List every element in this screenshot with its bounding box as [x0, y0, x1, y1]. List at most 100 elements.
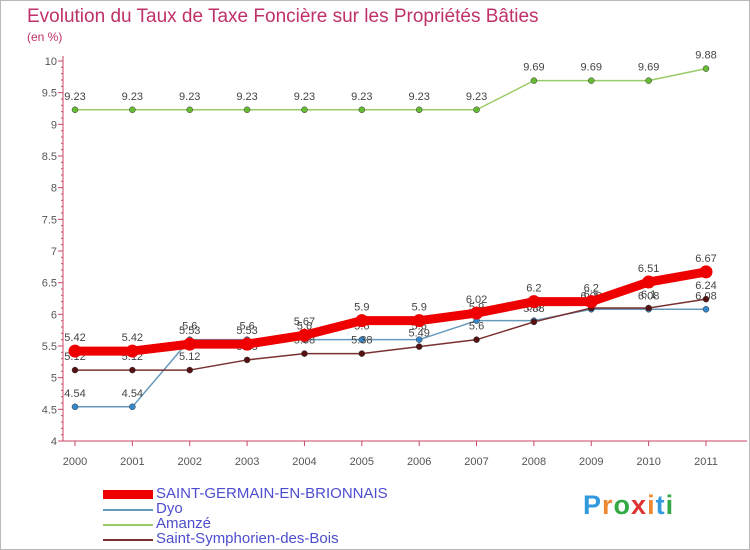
- data-point: [473, 106, 480, 114]
- data-point: [125, 344, 139, 358]
- legend-swatch: [103, 524, 153, 526]
- data-point: [702, 295, 710, 303]
- data-point: [588, 77, 595, 84]
- y-tick-label: 5.5: [42, 341, 57, 353]
- y-tick-label: 4: [51, 436, 57, 448]
- data-label: 9.23: [64, 91, 85, 103]
- data-point: [186, 366, 193, 374]
- data-point: [527, 295, 541, 309]
- x-tick-label: 2001: [120, 456, 144, 468]
- x-tick-label: 2006: [407, 456, 431, 468]
- data-label: 6.51: [638, 263, 659, 275]
- series-line: [74, 308, 707, 408]
- data-point: [129, 366, 136, 374]
- logo-letter: o: [613, 490, 632, 520]
- data-label: 9.23: [466, 91, 487, 103]
- logo-letter: i: [647, 490, 656, 520]
- data-label: 6.24: [695, 280, 716, 292]
- data-label: 5.49: [408, 328, 429, 340]
- series-line: [74, 298, 707, 371]
- data-label: 4.54: [122, 388, 143, 400]
- data-label: 9.23: [179, 91, 200, 103]
- data-point: [530, 318, 538, 326]
- legend-label: SAINT-GERMAIN-EN-BRIONNAIS: [156, 485, 388, 502]
- data-point: [355, 314, 369, 328]
- data-point: [71, 403, 79, 411]
- data-point: [415, 343, 423, 350]
- x-tick-label: 2007: [464, 456, 488, 468]
- data-label: 5.67: [294, 316, 315, 328]
- data-label: 9.69: [523, 62, 544, 74]
- data-point: [68, 344, 82, 358]
- x-tick-label: 2005: [350, 456, 374, 468]
- x-tick-label: 2010: [636, 456, 660, 468]
- data-point: [473, 336, 480, 343]
- x-tick-label: 2009: [579, 456, 603, 468]
- y-tick-label: 9.5: [42, 88, 57, 100]
- logo-letter: t: [655, 490, 666, 520]
- y-tick-label: 8: [51, 183, 57, 195]
- data-label: 6.02: [466, 294, 487, 306]
- y-tick-label: 10: [45, 56, 57, 68]
- data-label: 9.69: [638, 62, 659, 74]
- data-label: 9.23: [122, 91, 143, 103]
- data-label: 6.2: [526, 283, 541, 295]
- data-point: [412, 314, 426, 328]
- data-point: [129, 403, 136, 411]
- x-tick-label: 2000: [63, 456, 87, 468]
- data-label: 5.6: [469, 321, 484, 333]
- y-tick-label: 8.5: [42, 151, 57, 163]
- data-point: [358, 336, 366, 343]
- data-label: 5.53: [179, 325, 200, 337]
- y-tick-label: 6: [51, 309, 57, 321]
- y-tick-label: 5: [51, 373, 57, 385]
- data-point: [71, 366, 79, 374]
- data-label: 9.69: [581, 62, 602, 74]
- data-point: [415, 106, 423, 114]
- x-tick-label: 2002: [177, 456, 201, 468]
- data-label: 5.6: [239, 321, 254, 333]
- data-point: [699, 265, 713, 279]
- data-label: 9.23: [236, 91, 257, 103]
- data-label: 5.42: [122, 332, 143, 344]
- data-label: 5.12: [179, 351, 200, 363]
- y-tick-label: 9: [51, 119, 57, 131]
- data-label: 5.38: [351, 335, 372, 347]
- proxiti-logo: Proxiti: [583, 490, 674, 521]
- data-point: [243, 106, 251, 114]
- data-point: [470, 306, 484, 320]
- data-label: 6.2: [584, 283, 599, 295]
- data-point: [129, 106, 136, 114]
- data-point: [645, 304, 652, 312]
- legend-label: Amanzé: [156, 515, 212, 532]
- data-point: [702, 306, 710, 313]
- data-point: [702, 65, 710, 72]
- logo-letter: r: [602, 490, 614, 520]
- data-point: [243, 356, 251, 364]
- legend-swatch: [103, 539, 153, 541]
- data-point: [301, 350, 308, 357]
- data-point: [301, 106, 308, 114]
- data-label: 5.53: [236, 325, 257, 337]
- data-label: 9.23: [351, 91, 372, 103]
- data-label: 9.23: [294, 91, 315, 103]
- data-label: 5.6: [182, 321, 197, 333]
- data-label: 9.88: [695, 50, 716, 62]
- data-point: [71, 106, 79, 114]
- data-point: [183, 337, 197, 351]
- data-label: 6.08: [638, 290, 659, 302]
- x-tick-label: 2011: [694, 456, 718, 468]
- y-tick-label: 7: [51, 246, 57, 258]
- y-tick-label: 6.5: [42, 278, 57, 290]
- y-tick-label: 7.5: [42, 214, 57, 226]
- data-label: 9.23: [408, 91, 429, 103]
- data-point: [240, 337, 254, 351]
- legend-label: Saint-Symphorien-des-Bois: [156, 530, 339, 547]
- data-label: 4.54: [64, 388, 85, 400]
- data-point: [358, 106, 366, 114]
- data-point: [297, 328, 311, 342]
- data-label: 6.67: [695, 253, 716, 265]
- data-label: 5.9: [354, 302, 369, 314]
